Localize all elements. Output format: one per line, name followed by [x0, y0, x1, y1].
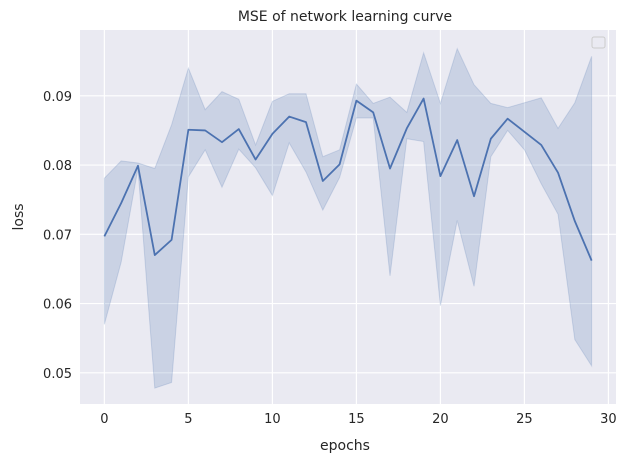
y-tick-labels: 0.05 0.06 0.07 0.08 0.09: [43, 90, 72, 382]
y-tick-label: 0.07: [43, 228, 72, 243]
x-tick-label: 25: [516, 412, 533, 427]
plot-background: [80, 30, 616, 404]
x-tick-labels: 0 5 10 15 20 25 30: [100, 412, 616, 427]
grid-lines: [80, 30, 616, 404]
x-tick-label: 15: [348, 412, 365, 427]
x-tick-label: 20: [432, 412, 449, 427]
confidence-band: [103, 47, 593, 389]
x-axis-label: epochs: [320, 438, 370, 454]
y-tick-label: 0.08: [43, 159, 72, 174]
x-tick-label: 5: [184, 412, 192, 427]
y-tick-label: 0.09: [43, 90, 72, 105]
x-tick-label: 10: [264, 412, 281, 427]
x-tick-label: 0: [100, 412, 108, 427]
y-tick-label: 0.06: [43, 298, 72, 313]
y-tick-label: 0.05: [43, 367, 72, 382]
y-axis-label: loss: [11, 203, 27, 230]
loss-line: [103, 97, 593, 261]
chart-title: MSE of network learning curve: [238, 9, 452, 25]
x-tick-label: 30: [600, 412, 617, 427]
legend-box: [591, 36, 606, 49]
